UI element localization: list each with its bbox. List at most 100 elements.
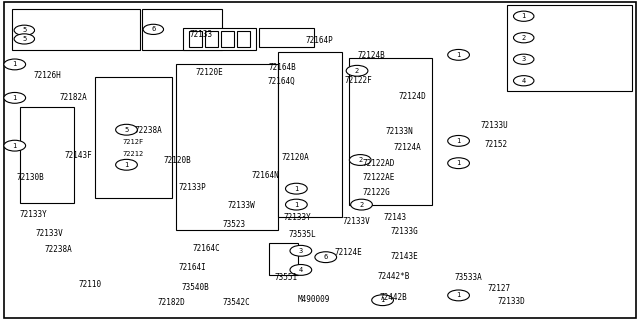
Text: 72124A: 72124A bbox=[394, 143, 421, 152]
Text: 2: 2 bbox=[355, 68, 359, 74]
Bar bbox=[269, 243, 298, 275]
Bar bbox=[176, 64, 278, 230]
Ellipse shape bbox=[460, 130, 474, 142]
Text: 3: 3 bbox=[522, 56, 526, 62]
Ellipse shape bbox=[460, 155, 474, 168]
Ellipse shape bbox=[488, 113, 500, 131]
Text: 72130B: 72130B bbox=[17, 173, 44, 182]
Text: 72136 (-'06MY): 72136 (-'06MY) bbox=[39, 14, 104, 23]
Text: 72143F: 72143F bbox=[65, 151, 92, 160]
Circle shape bbox=[285, 183, 307, 194]
Circle shape bbox=[14, 25, 35, 35]
Text: 72133N: 72133N bbox=[385, 127, 413, 136]
Circle shape bbox=[116, 159, 138, 170]
Text: 2: 2 bbox=[360, 202, 364, 208]
Text: 72143E: 72143E bbox=[390, 252, 418, 261]
Text: 72133G: 72133G bbox=[390, 227, 418, 236]
Text: 72212: 72212 bbox=[122, 151, 143, 156]
Circle shape bbox=[143, 24, 164, 35]
Bar bbox=[221, 31, 234, 47]
Text: 72164B: 72164B bbox=[269, 63, 297, 72]
Text: 1: 1 bbox=[13, 95, 17, 101]
Ellipse shape bbox=[488, 145, 500, 162]
Ellipse shape bbox=[460, 52, 474, 64]
Text: 72120B: 72120B bbox=[164, 156, 191, 164]
Text: 72124B: 72124B bbox=[357, 51, 385, 60]
Circle shape bbox=[513, 76, 534, 86]
Text: 72442B: 72442B bbox=[380, 293, 407, 302]
Text: 72164Q: 72164Q bbox=[268, 77, 296, 86]
Text: 72122AE: 72122AE bbox=[363, 173, 395, 182]
Circle shape bbox=[513, 54, 534, 64]
Circle shape bbox=[290, 265, 312, 275]
Circle shape bbox=[4, 59, 26, 70]
Circle shape bbox=[513, 33, 534, 43]
Text: 72126H: 72126H bbox=[34, 71, 61, 80]
Text: 73551: 73551 bbox=[274, 273, 297, 282]
Text: 5: 5 bbox=[124, 127, 129, 133]
Circle shape bbox=[285, 199, 307, 210]
Text: 1: 1 bbox=[380, 297, 385, 303]
Text: 72143: 72143 bbox=[384, 213, 407, 222]
Text: 72182A: 72182A bbox=[60, 93, 87, 102]
Circle shape bbox=[116, 124, 138, 135]
Text: 72120E: 72120E bbox=[195, 68, 223, 77]
Text: 4: 4 bbox=[522, 78, 526, 84]
Bar bbox=[20, 108, 74, 203]
Bar bbox=[259, 28, 314, 47]
Text: 72133P: 72133P bbox=[178, 183, 206, 192]
Text: 73523: 73523 bbox=[223, 220, 246, 229]
Bar bbox=[182, 28, 256, 50]
Text: 1: 1 bbox=[124, 162, 129, 168]
Ellipse shape bbox=[488, 215, 500, 233]
Bar bbox=[143, 9, 222, 50]
Text: 72110: 72110 bbox=[79, 280, 102, 289]
Ellipse shape bbox=[488, 253, 500, 271]
Bar bbox=[278, 52, 342, 217]
Text: 72164I: 72164I bbox=[178, 263, 206, 272]
Text: 72238A: 72238A bbox=[135, 126, 163, 135]
Circle shape bbox=[448, 158, 469, 169]
Text: 73176*A: 73176*A bbox=[544, 55, 577, 64]
Text: 72122AD: 72122AD bbox=[363, 159, 395, 168]
Circle shape bbox=[315, 252, 337, 263]
Text: 72124D: 72124D bbox=[399, 92, 426, 101]
Text: 72133U: 72133U bbox=[481, 121, 509, 130]
Text: 1: 1 bbox=[456, 52, 461, 58]
Text: 6: 6 bbox=[324, 254, 328, 260]
Text: 72133D: 72133D bbox=[497, 297, 525, 306]
Ellipse shape bbox=[460, 176, 474, 189]
Text: 72185C: 72185C bbox=[544, 33, 572, 42]
Text: 2: 2 bbox=[358, 157, 362, 163]
Text: 72164C: 72164C bbox=[192, 244, 220, 253]
Text: 72126N('07MY->): 72126N('07MY->) bbox=[39, 35, 108, 44]
Text: 1: 1 bbox=[13, 143, 17, 149]
Text: 72164P: 72164P bbox=[306, 36, 333, 45]
Text: 72164N: 72164N bbox=[251, 171, 279, 180]
Text: 6: 6 bbox=[151, 26, 156, 32]
Ellipse shape bbox=[460, 90, 474, 103]
Text: 1: 1 bbox=[456, 138, 461, 144]
Text: 73485: 73485 bbox=[544, 12, 567, 21]
Bar bbox=[95, 77, 172, 198]
Circle shape bbox=[513, 11, 534, 21]
Circle shape bbox=[4, 140, 26, 151]
Text: 1: 1 bbox=[522, 13, 526, 19]
Text: 1: 1 bbox=[13, 61, 17, 68]
Text: 72152: 72152 bbox=[484, 140, 508, 149]
Bar bbox=[189, 31, 202, 47]
Text: 72122G: 72122G bbox=[363, 188, 390, 197]
Text: 73540B: 73540B bbox=[181, 283, 209, 292]
Text: 2: 2 bbox=[522, 35, 526, 41]
Text: 72133: 72133 bbox=[189, 30, 212, 39]
Circle shape bbox=[372, 295, 394, 306]
Text: 1: 1 bbox=[456, 160, 461, 166]
Text: 72133Y: 72133Y bbox=[284, 213, 311, 222]
Circle shape bbox=[290, 245, 312, 256]
Text: FRONT: FRONT bbox=[25, 286, 48, 295]
Bar bbox=[507, 5, 632, 92]
Text: 73533A: 73533A bbox=[454, 273, 482, 282]
Circle shape bbox=[448, 135, 469, 146]
Circle shape bbox=[4, 92, 26, 103]
Circle shape bbox=[351, 199, 372, 210]
